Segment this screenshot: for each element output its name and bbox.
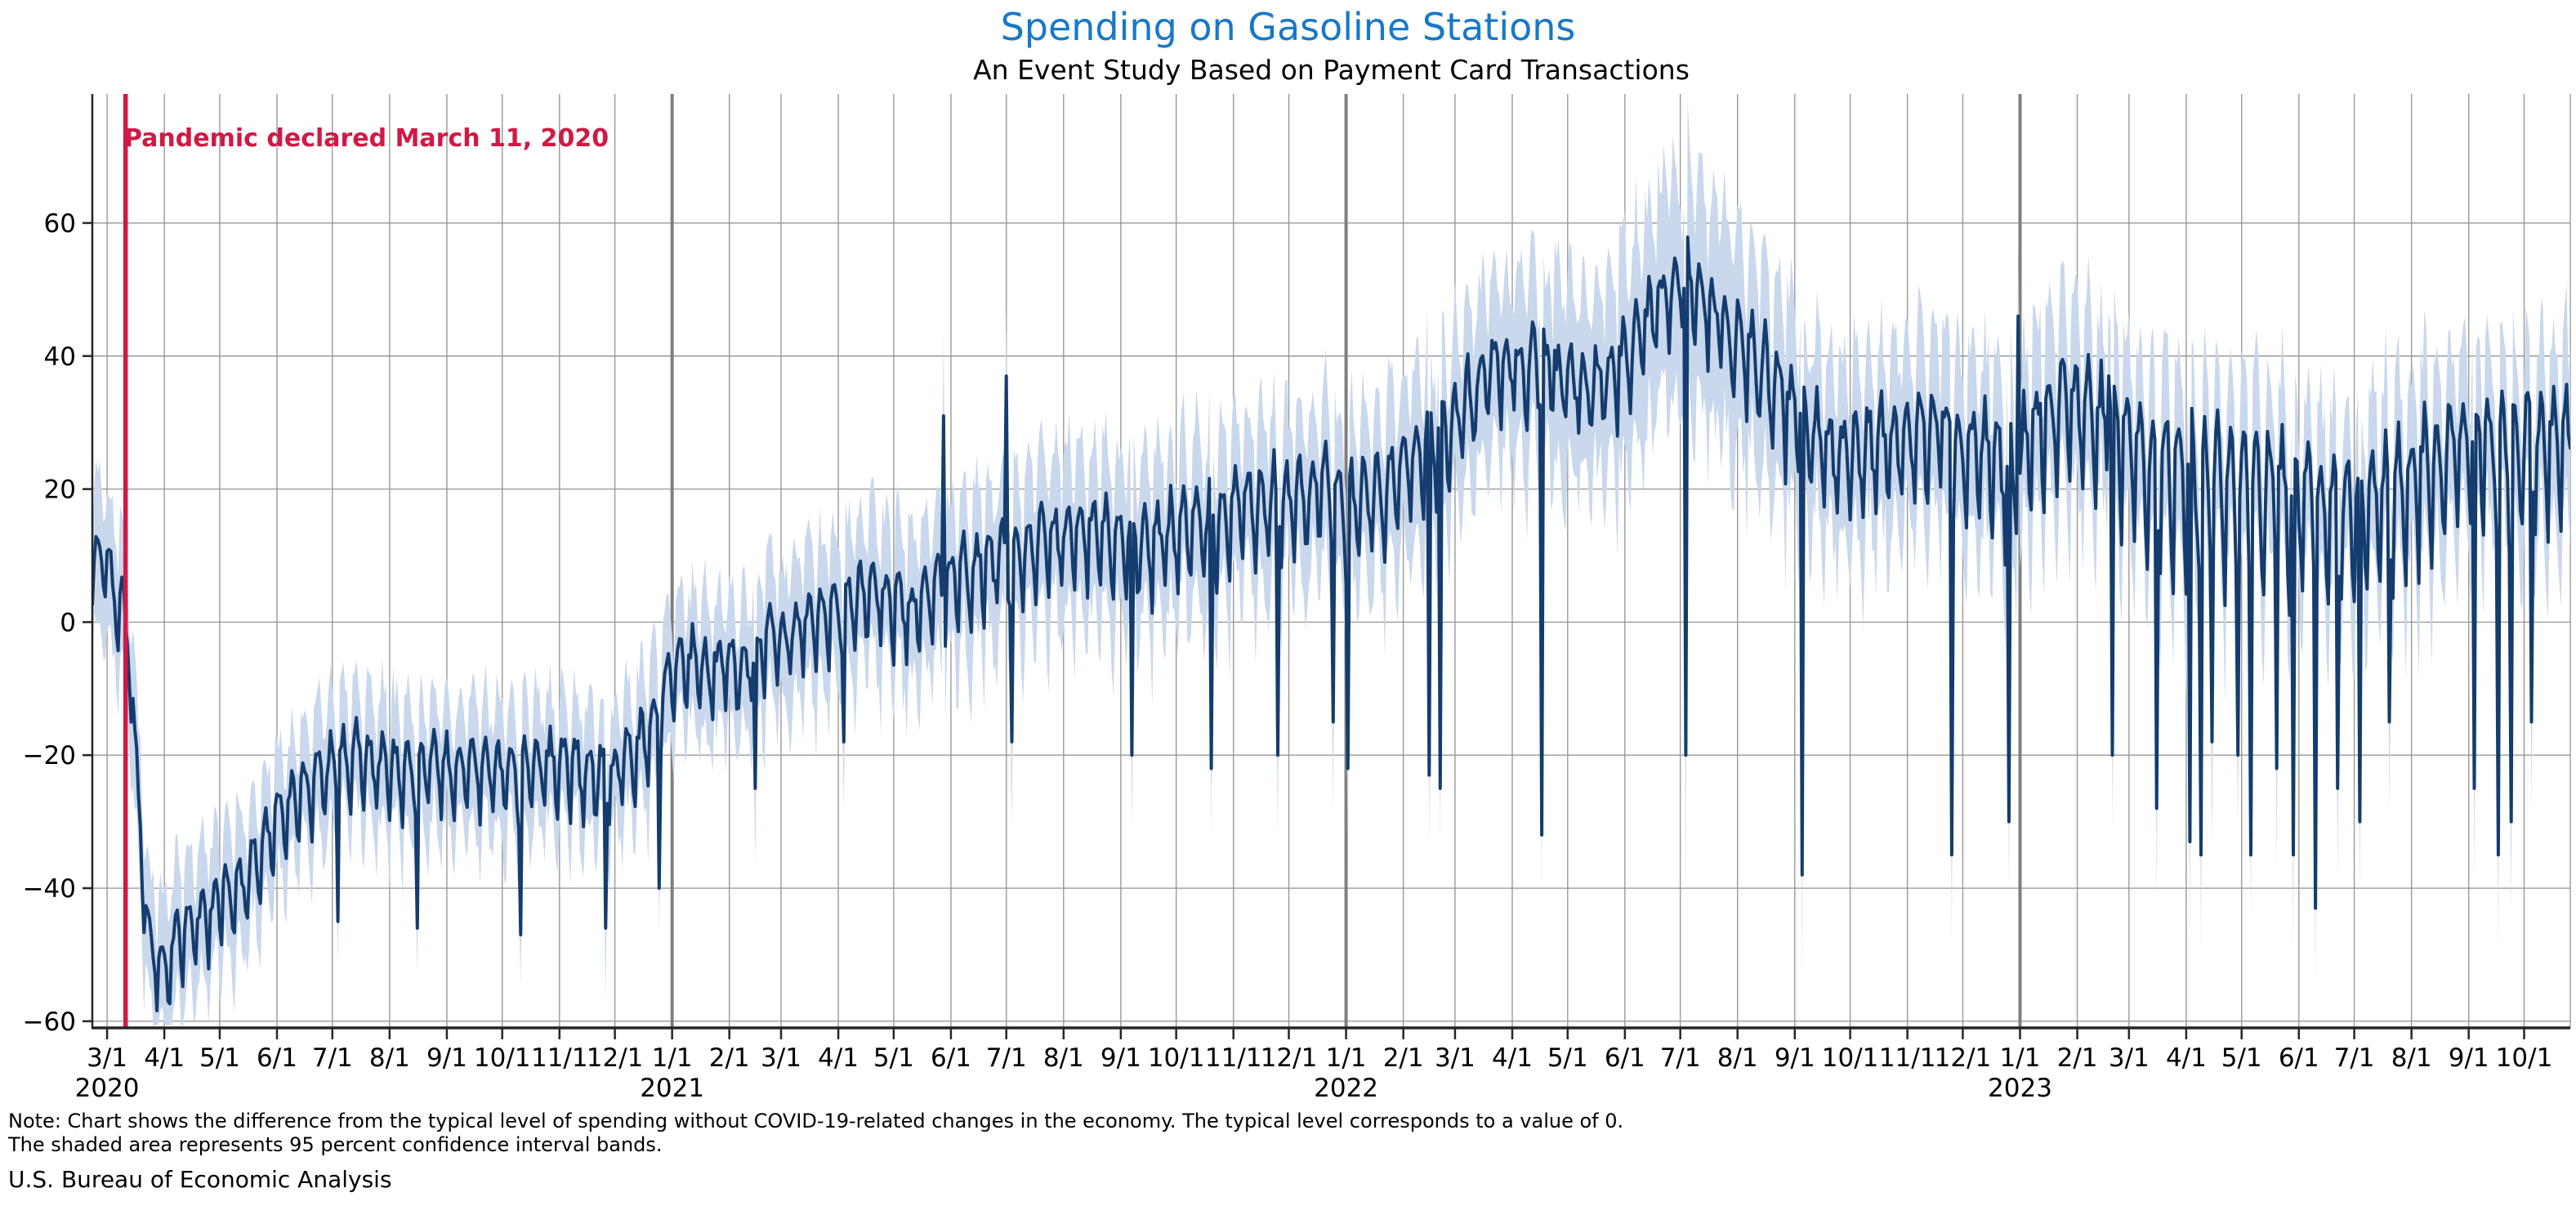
x-tick-label: 11/1 [1205, 1043, 1262, 1073]
x-tick-label: 12/1 [1935, 1043, 1992, 1073]
x-tick-label: 2/1 [2057, 1043, 2098, 1073]
x-tick-label: 10/1 [474, 1043, 531, 1073]
y-tick-label: 60 [44, 209, 76, 239]
y-tick-label: −20 [23, 741, 76, 770]
x-tick-label: 4/1 [1492, 1043, 1533, 1073]
y-tick-label: 0 [60, 608, 76, 637]
x-tick-label: 6/1 [931, 1043, 971, 1073]
x-tick-label: 11/1 [1879, 1043, 1936, 1073]
x-year-label: 2021 [640, 1074, 704, 1103]
x-tick-label: 10/1 [1822, 1043, 1879, 1073]
x-tick-label: 3/1 [87, 1043, 127, 1073]
x-tick-label: 3/1 [2109, 1043, 2150, 1073]
x-tick-label: 2/1 [709, 1043, 750, 1073]
footnote: Note: Chart shows the difference from th… [8, 1110, 1623, 1157]
y-tick-label: −40 [23, 874, 76, 904]
x-tick-label: 8/1 [1717, 1043, 1758, 1073]
x-tick-label: 4/1 [2166, 1043, 2207, 1073]
x-tick-label: 8/1 [1043, 1043, 1084, 1073]
x-tick-label: 9/1 [1100, 1043, 1141, 1073]
x-year-label: 2022 [1314, 1074, 1378, 1103]
x-tick-label: 6/1 [257, 1043, 297, 1073]
chart-subtitle: An Event Study Based on Payment Card Tra… [973, 54, 1690, 86]
chart-title: Spending on Gasoline Stations [1000, 5, 1576, 49]
footnote-line-1: Note: Chart shows the difference from th… [8, 1110, 1624, 1132]
x-year-label: 2020 [75, 1074, 140, 1103]
x-year-label: 2023 [1988, 1074, 2052, 1103]
x-tick-label: 9/1 [426, 1043, 467, 1073]
pandemic-annotation: Pandemic declared March 11, 2020 [124, 124, 609, 153]
plot-area [92, 101, 2570, 1025]
x-tick-label: 12/1 [587, 1043, 644, 1073]
x-tick-label: 1/1 [1326, 1043, 1367, 1073]
x-tick-label: 1/1 [2000, 1043, 2041, 1073]
x-tick-label: 9/1 [2449, 1043, 2489, 1073]
x-tick-label: 10/1 [2496, 1043, 2553, 1073]
footnote-line-2: The shaded area represents 95 percent co… [8, 1133, 663, 1156]
x-tick-label: 1/1 [652, 1043, 693, 1073]
x-tick-label: 5/1 [873, 1043, 914, 1073]
x-tick-label: 10/1 [1148, 1043, 1205, 1073]
x-tick-label: 8/1 [2391, 1043, 2432, 1073]
source-attribution: U.S. Bureau of Economic Analysis [8, 1166, 392, 1193]
x-tick-label: 7/1 [2334, 1043, 2375, 1073]
x-tick-label: 4/1 [144, 1043, 185, 1073]
x-tick-label: 3/1 [1435, 1043, 1476, 1073]
x-tick-label: 7/1 [312, 1043, 353, 1073]
x-tick-label: 9/1 [1775, 1043, 1815, 1073]
x-tick-label: 6/1 [1605, 1043, 1645, 1073]
x-tick-label: 6/1 [2279, 1043, 2319, 1073]
x-tick-label: 8/1 [369, 1043, 410, 1073]
x-tick-label: 7/1 [986, 1043, 1027, 1073]
x-tick-label: 2/1 [1383, 1043, 1424, 1073]
x-tick-label: 3/1 [761, 1043, 801, 1073]
x-tick-label: 7/1 [1660, 1043, 1701, 1073]
x-tick-label: 12/1 [1261, 1043, 1318, 1073]
y-tick-label: 40 [44, 342, 76, 372]
x-tick-label: 5/1 [1547, 1043, 1588, 1073]
x-tick-label: 11/1 [531, 1043, 588, 1073]
spending-line [92, 235, 2570, 1012]
x-tick-label: 5/1 [199, 1043, 240, 1073]
x-tick-label: 5/1 [2221, 1043, 2262, 1073]
y-tick-label: 20 [44, 476, 76, 505]
y-tick-label: −60 [23, 1007, 76, 1037]
x-tick-label: 4/1 [818, 1043, 859, 1073]
